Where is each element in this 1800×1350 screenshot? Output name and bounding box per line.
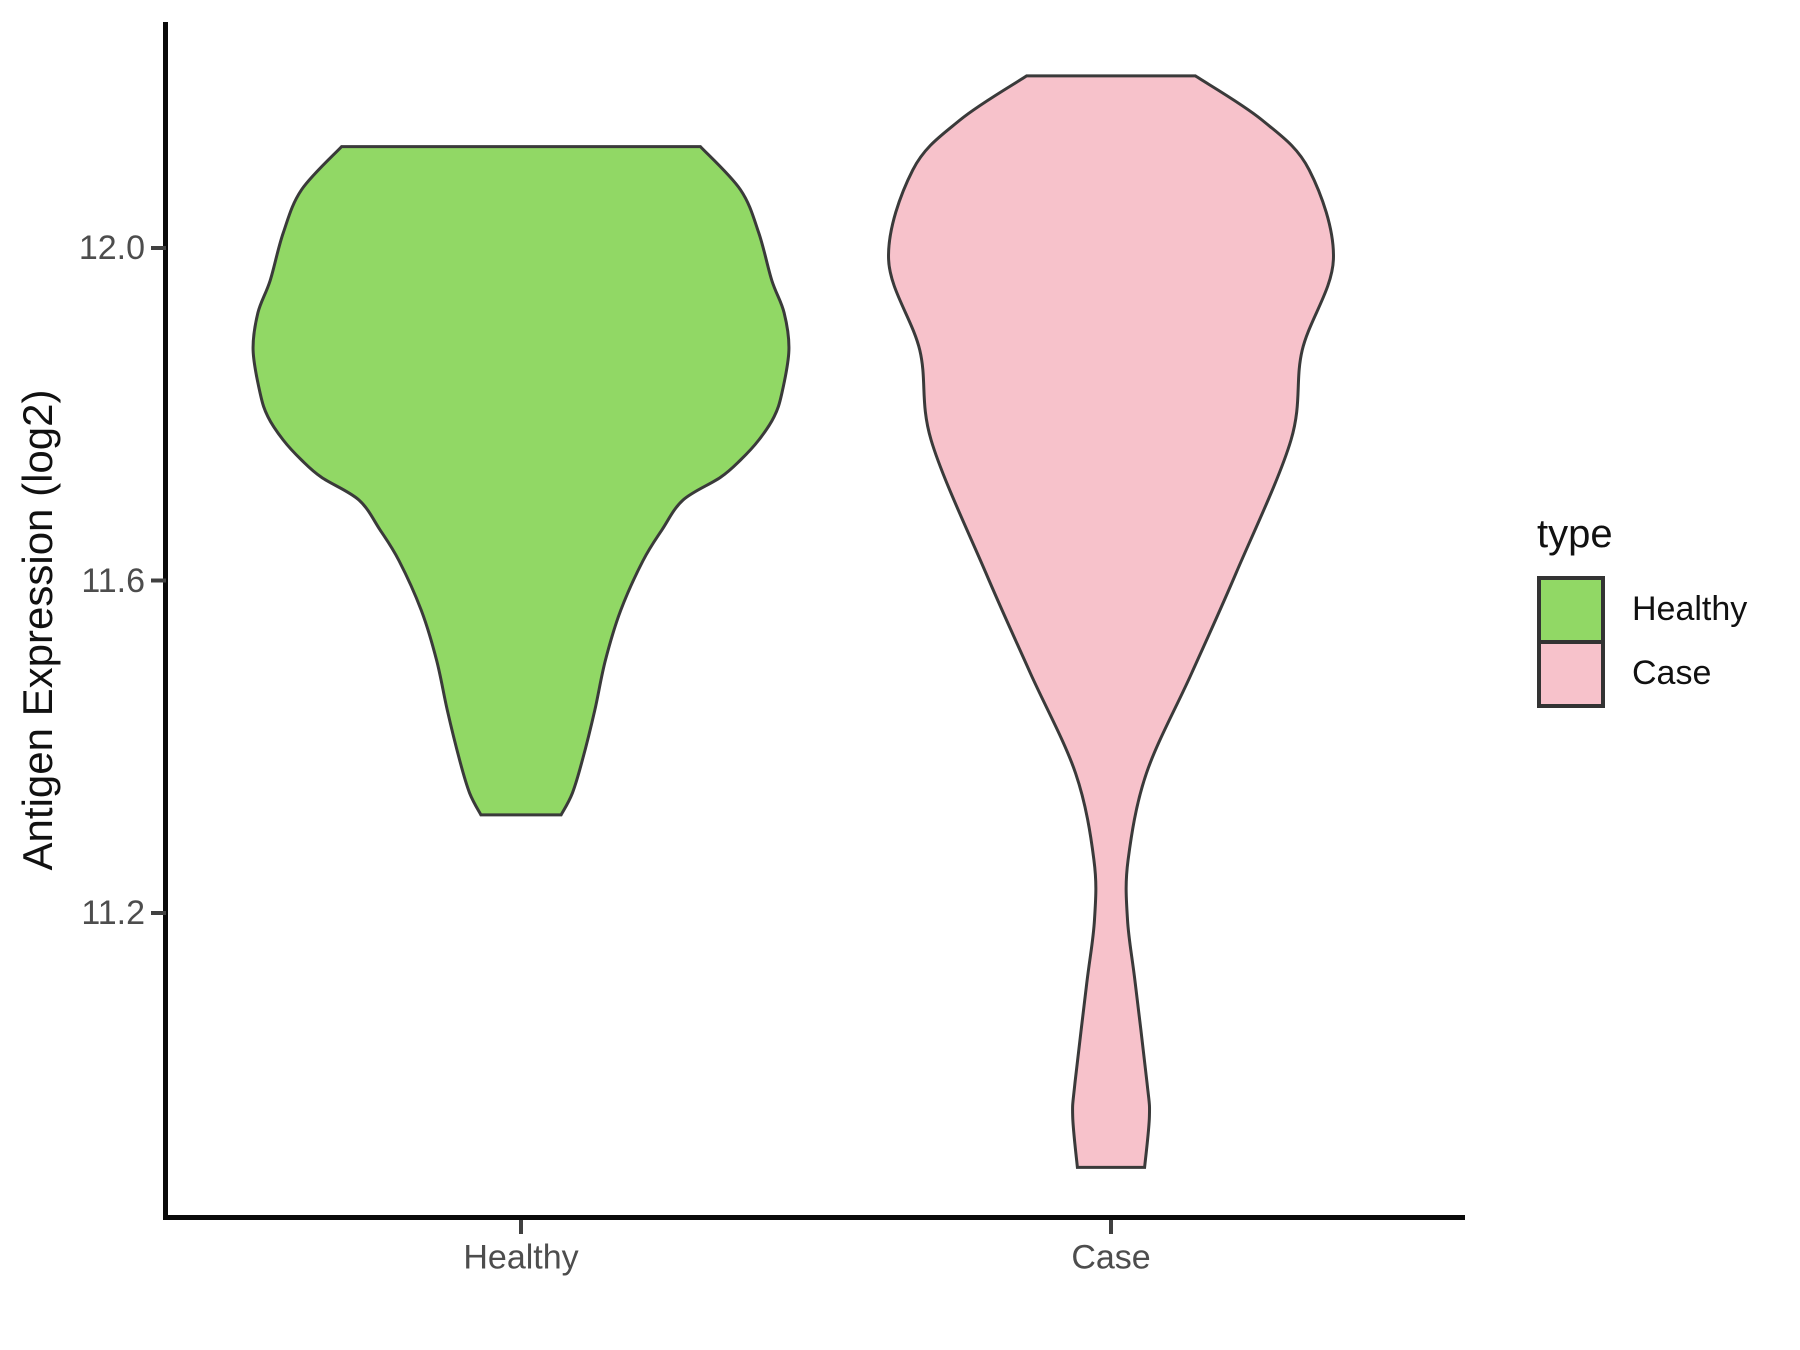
legend-swatch-case — [1537, 639, 1605, 708]
legend-label-case: Case — [1632, 654, 1712, 692]
legend-label-healthy: Healthy — [1632, 590, 1748, 628]
legend: type Healthy Case — [1537, 512, 1747, 708]
legend-swatch-healthy — [1537, 575, 1605, 644]
legend-entry-case: Case — [1537, 639, 1747, 708]
x-tick-label-healthy: Healthy — [463, 1238, 579, 1277]
x-tick-label-case: Case — [1071, 1238, 1151, 1277]
legend-entry-healthy: Healthy — [1537, 575, 1747, 644]
y-axis-title: Antigen Expression (log2) — [14, 389, 61, 871]
y-tick-label-11-2: 11.2 — [81, 894, 145, 932]
y-tick-label-11-6: 11.6 — [81, 562, 145, 600]
legend-title: type — [1537, 512, 1613, 556]
y-tick-label-12-0: 12.0 — [78, 229, 145, 267]
